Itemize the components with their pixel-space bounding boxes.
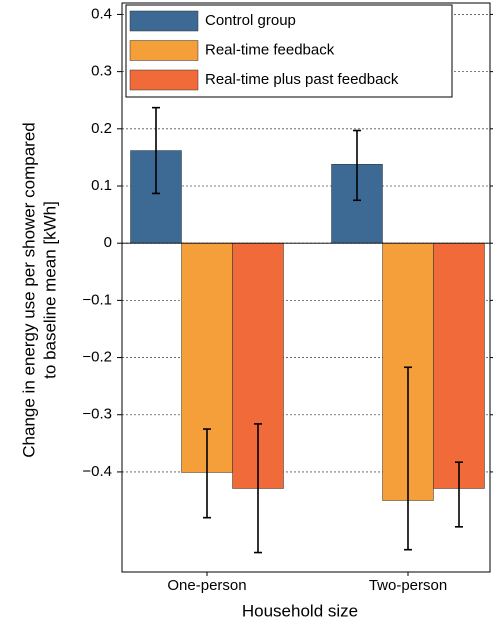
y-tick-label: −0.1 bbox=[82, 291, 112, 308]
error-bar bbox=[254, 423, 262, 554]
error-bar bbox=[353, 129, 361, 202]
error-bar bbox=[455, 461, 463, 528]
y-tick-label: −0.2 bbox=[82, 349, 112, 366]
y-tick-label: 0.1 bbox=[91, 177, 112, 194]
bar bbox=[433, 242, 485, 489]
y-tick-label: −0.3 bbox=[82, 406, 112, 423]
legend-label: Real-time plus past feedback bbox=[205, 71, 399, 88]
legend-swatch bbox=[129, 10, 199, 32]
error-bar bbox=[152, 106, 160, 195]
plot-frame bbox=[121, 2, 491, 573]
legend-label: Real-time feedback bbox=[205, 41, 335, 58]
y-axis-label: Change in energy use per shower compared bbox=[19, 122, 38, 457]
error-bar bbox=[404, 366, 412, 551]
x-tick-label: One-person bbox=[167, 577, 246, 594]
y-tick-label: 0 bbox=[104, 234, 112, 251]
x-tick-label: Two-person bbox=[369, 577, 447, 594]
y-tick-label: 0.2 bbox=[91, 120, 112, 137]
error-bar bbox=[203, 428, 211, 519]
legend-swatch bbox=[129, 69, 199, 91]
y-tick-label: 0.4 bbox=[91, 5, 112, 22]
x-axis-label: Household size bbox=[242, 601, 358, 620]
y-tick-label: 0.3 bbox=[91, 63, 112, 80]
legend-swatch bbox=[129, 40, 199, 61]
legend-label: Control group bbox=[205, 12, 296, 29]
y-axis-label: to baseline mean [kWh] bbox=[40, 201, 59, 379]
y-tick-label: −0.4 bbox=[82, 463, 112, 480]
